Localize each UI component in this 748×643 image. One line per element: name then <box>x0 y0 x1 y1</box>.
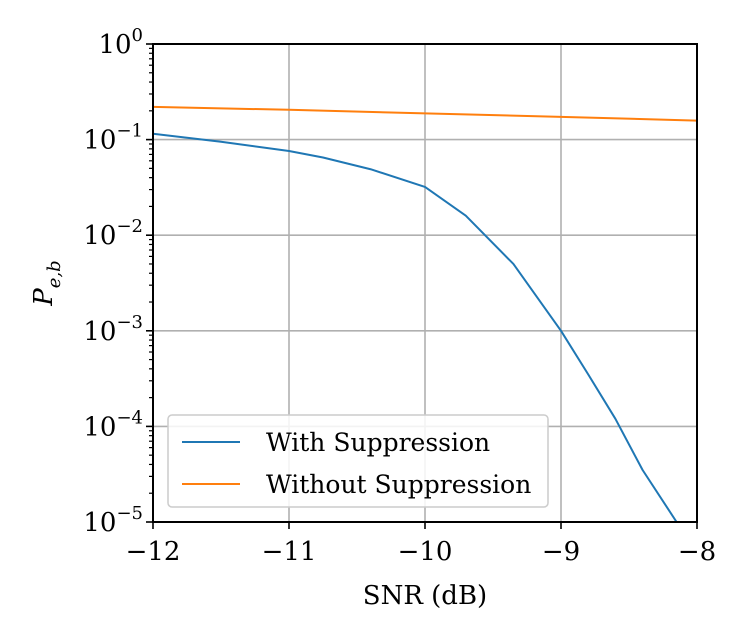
y-axis-label-subscript: e,b <box>44 260 65 288</box>
y-axis-label-base: P <box>29 288 59 307</box>
y-tick-label: 10−4 <box>83 407 143 442</box>
y-tick-label-exponent: 0 <box>132 25 143 46</box>
y-tick-label: 10−5 <box>83 503 143 538</box>
y-tick-label-base: 10 <box>83 508 116 538</box>
x-tick-label: −12 <box>126 537 181 567</box>
x-tick-label: −10 <box>398 537 453 567</box>
y-tick-label: 10−2 <box>83 216 143 251</box>
x-tick-label: −8 <box>678 537 716 567</box>
y-tick-label-base: 10 <box>83 412 116 442</box>
x-tick-label: −11 <box>262 537 317 567</box>
y-axis-label: Pe,b <box>29 260 65 306</box>
y-tick-label-exponent: −3 <box>116 312 143 333</box>
legend-box <box>167 414 549 508</box>
y-tick-label-exponent: −5 <box>116 503 143 524</box>
with-suppression-line <box>153 132 678 522</box>
series-layer <box>153 105 697 522</box>
y-tick-label: 10−1 <box>83 121 143 156</box>
legend: With Suppression Without Suppression <box>167 414 549 508</box>
legend-label-without-suppression: Without Suppression <box>266 470 531 499</box>
x-tick-label: −9 <box>542 537 580 567</box>
y-tick-label-exponent: −2 <box>116 216 143 237</box>
y-tick-label-base: 10 <box>83 126 116 156</box>
legend-label-with-suppression: With Suppression <box>266 428 490 457</box>
y-tick-label: 10−3 <box>83 312 143 347</box>
y-tick-label: 100 <box>98 25 143 60</box>
without-suppression-line <box>153 105 697 122</box>
y-tick-label-base: 10 <box>98 30 131 60</box>
y-tick-label-exponent: −1 <box>116 121 143 142</box>
y-tick-label-base: 10 <box>83 221 116 251</box>
y-tick-label-base: 10 <box>83 317 116 347</box>
y-tick-label-exponent: −4 <box>116 407 143 428</box>
x-axis-label: SNR (dB) <box>363 581 487 611</box>
